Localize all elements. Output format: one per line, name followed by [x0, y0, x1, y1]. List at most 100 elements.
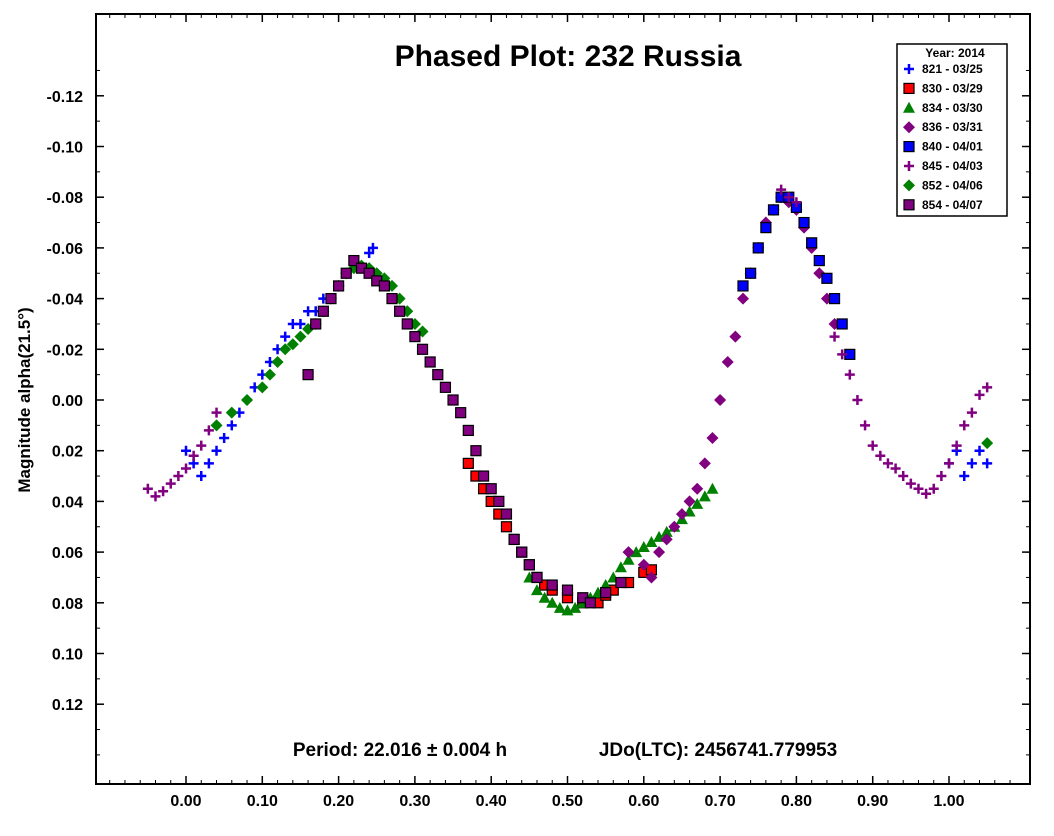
- data-points: [142, 184, 994, 616]
- data-point: [477, 470, 490, 482]
- x-tick-label: 0.80: [781, 793, 812, 810]
- data-point: [317, 305, 329, 317]
- data-point: [745, 267, 757, 279]
- data-point: [439, 381, 452, 393]
- data-point: [210, 419, 223, 432]
- series-854: [302, 254, 627, 609]
- data-point: [142, 483, 153, 494]
- data-point: [584, 597, 596, 609]
- data-point: [196, 440, 207, 451]
- data-point: [944, 458, 954, 469]
- data-point: [675, 508, 688, 521]
- data-point: [432, 369, 444, 381]
- chart-title: Phased Plot: 232 Russia: [395, 40, 742, 73]
- data-point: [691, 497, 704, 509]
- data-point: [645, 571, 658, 584]
- data-point: [302, 369, 314, 381]
- data-point: [409, 331, 421, 343]
- legend-box: [896, 43, 1008, 217]
- data-point: [150, 491, 161, 502]
- data-point: [561, 584, 574, 596]
- data-point: [455, 407, 467, 419]
- data-point: [630, 546, 643, 558]
- data-point: [348, 254, 360, 267]
- x-tick-label: 0.50: [552, 793, 583, 810]
- legend-label: 845 - 04/03: [922, 159, 983, 173]
- y-tick-label: -0.02: [47, 342, 84, 359]
- data-point: [691, 482, 704, 495]
- data-point: [974, 445, 985, 456]
- data-point: [928, 483, 939, 494]
- data-point: [226, 420, 237, 431]
- data-point: [424, 356, 436, 368]
- data-point: [760, 222, 772, 234]
- data-point: [181, 445, 191, 456]
- period-annotation: Period: 22.016 ± 0.004 h: [293, 740, 507, 761]
- x-tick-label: 0.40: [476, 793, 507, 810]
- data-point: [882, 458, 893, 469]
- data-point: [158, 486, 169, 497]
- data-point: [767, 204, 780, 216]
- data-point: [500, 508, 513, 520]
- data-point: [714, 394, 727, 406]
- legend-label: 836 - 03/31: [922, 120, 983, 134]
- data-point: [211, 445, 222, 456]
- data-point: [546, 579, 558, 591]
- y-tick-label: 0.02: [52, 444, 83, 461]
- data-point: [165, 478, 176, 489]
- epoch-annotation: JDo(LTC): 2456741.779953: [599, 740, 837, 761]
- data-point: [951, 440, 962, 451]
- data-point: [821, 272, 833, 284]
- data-point: [837, 349, 848, 360]
- legend-marker: [903, 199, 915, 211]
- data-point: [364, 247, 375, 258]
- data-point: [921, 488, 932, 499]
- x-axis: 0.00 0.10 0.20 0.30 0.40 0.50 0.60 0.70 0.80 0.90…: [109, 14, 1011, 810]
- legend-label: 821 - 03/25: [922, 62, 983, 76]
- data-point: [660, 533, 673, 546]
- data-point: [203, 425, 214, 436]
- data-point: [462, 424, 474, 437]
- legend-marker: [903, 82, 915, 95]
- data-point: [256, 381, 269, 394]
- data-point: [485, 483, 497, 495]
- data-point: [470, 445, 482, 457]
- legend-marker: [904, 161, 914, 171]
- data-point: [776, 184, 787, 195]
- data-point: [600, 587, 612, 599]
- data-point: [737, 280, 749, 292]
- x-tick-label: 0.10: [247, 793, 278, 810]
- data-point: [836, 318, 848, 330]
- legend-marker: [904, 64, 914, 74]
- data-point: [637, 558, 650, 571]
- data-point: [367, 242, 378, 253]
- plot-frame: [95, 13, 1031, 785]
- data-point: [340, 267, 352, 279]
- data-point: [310, 318, 322, 330]
- y-tick-label: 0.10: [52, 647, 83, 664]
- legend-label: 834 - 03/30: [922, 101, 983, 115]
- data-point: [645, 535, 658, 547]
- data-point: [493, 495, 505, 507]
- data-point: [538, 591, 551, 603]
- data-point: [982, 382, 993, 393]
- y-axis-label: Magnitude alpha(21.5°): [15, 307, 34, 492]
- data-point: [898, 471, 909, 482]
- data-point: [401, 318, 413, 330]
- data-point: [333, 280, 345, 292]
- data-point: [196, 471, 207, 482]
- x-tick-label: 0.20: [323, 793, 354, 810]
- data-point: [211, 407, 222, 418]
- data-point: [706, 482, 719, 494]
- data-point: [531, 571, 543, 584]
- data-point: [698, 490, 711, 502]
- legend-marker: [903, 101, 915, 113]
- data-point: [241, 394, 254, 406]
- data-point: [637, 541, 650, 553]
- y-tick-label: -0.10: [47, 140, 84, 157]
- x-tick-label: 0.90: [857, 793, 888, 810]
- data-point: [173, 471, 184, 482]
- data-point: [959, 420, 970, 431]
